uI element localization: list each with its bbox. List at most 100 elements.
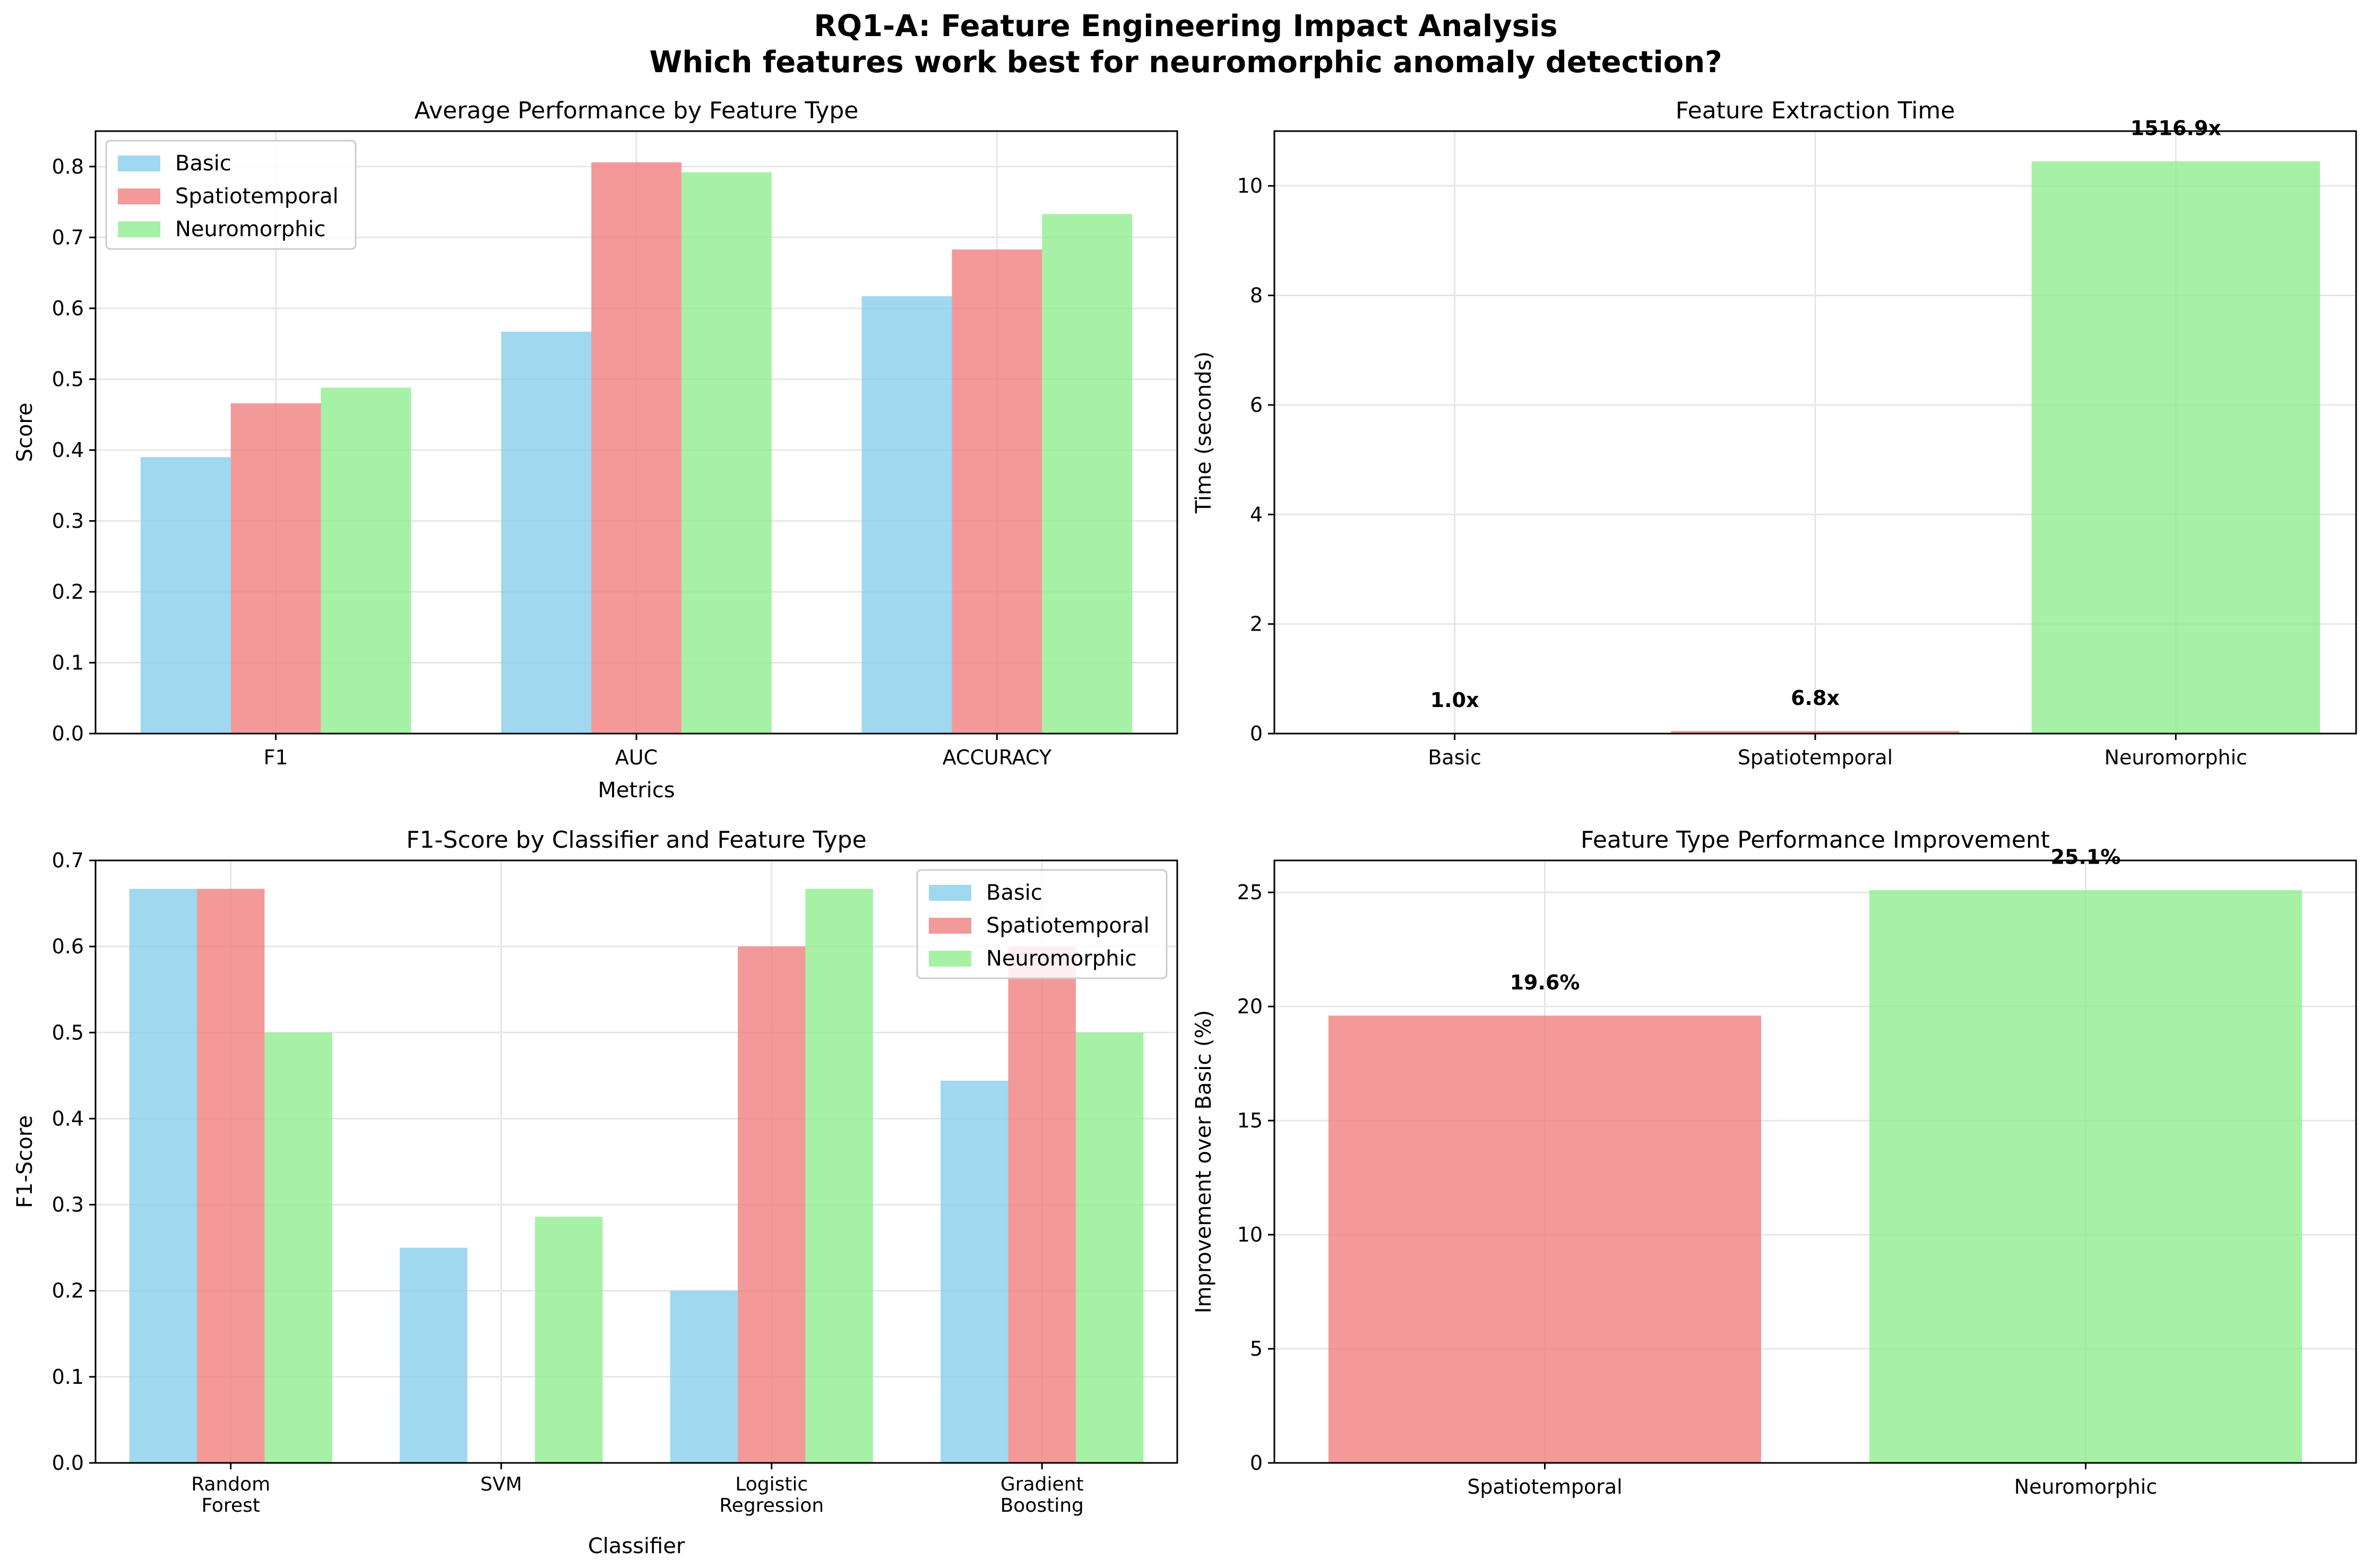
y-tick-label: 0.4 [52, 1107, 84, 1130]
legend-swatch [929, 885, 971, 901]
y-axis-label: Time (seconds) [1192, 351, 1216, 514]
y-tick-label: 4 [1250, 503, 1263, 526]
y-tick-label: 0.0 [52, 1451, 84, 1475]
x-tick-label: Basic [1428, 746, 1481, 769]
y-tick-label: 0.7 [52, 226, 84, 249]
bar [400, 1247, 468, 1463]
panel-title: Average Performance by Feature Type [415, 97, 859, 124]
y-axis-label: Improvement over Basic (%) [1192, 1010, 1216, 1314]
figure-title-line1: RQ1-A: Feature Engineering Impact Analys… [814, 9, 1557, 44]
legend-box [105, 140, 357, 250]
bar [670, 1290, 738, 1463]
panel-improvement: Feature Type Performance Improvement 19.6… [1192, 826, 2357, 1498]
y-tick-label: 0.3 [52, 509, 84, 532]
y-axis-label: F1-Score [13, 1115, 37, 1208]
bar [1328, 1015, 1762, 1463]
bar [681, 172, 772, 734]
figure-title-line2: Which features work best for neuromorphi… [649, 45, 1722, 80]
legend-label: Spatiotemporal [175, 184, 339, 209]
x-tick-label: ACCURACY [943, 746, 1052, 769]
panel-title: Feature Extraction Time [1676, 97, 1955, 124]
bar [230, 403, 321, 734]
y-tick-label: 10 [1237, 174, 1263, 197]
legend-swatch [929, 918, 971, 934]
x-axis-label: Classifier [588, 1534, 685, 1558]
bar [197, 889, 265, 1463]
y-tick-label: 0.1 [52, 1365, 84, 1389]
bar [738, 946, 806, 1463]
y-tick-label: 0.6 [52, 297, 84, 320]
legend: Basic Spatiotemporal Neuromorphic [105, 140, 357, 250]
x-tick-label: Random [191, 1474, 270, 1495]
y-tick-label: 8 [1250, 284, 1263, 307]
legend: Basic Spatiotemporal Neuromorphic [916, 869, 1168, 979]
panel-avg-performance: Average Performance by Feature Type 0.0 0.… [13, 97, 1178, 803]
bar [501, 331, 592, 734]
axes-frame [94, 859, 1178, 1464]
y-tick-label: 2 [1250, 613, 1263, 636]
panel-title: F1-Score by Classifier and Feature Type [406, 826, 866, 854]
y-tick-label: 25 [1237, 881, 1263, 904]
bar [805, 889, 873, 1463]
y-tick-label: 15 [1237, 1109, 1263, 1132]
legend-label: Basic [175, 151, 231, 176]
panel-extraction-time: Feature Extraction Time 1.0x 6.8x 1516.9x 0 2… [1192, 97, 2357, 769]
legend-label: Basic [986, 881, 1042, 905]
x-tick-label: Boosting [1000, 1495, 1084, 1517]
x-tick-label: Logistic [735, 1474, 808, 1495]
x-tick-label: SVM [480, 1474, 522, 1495]
bar [129, 889, 197, 1463]
axes-frame [1273, 859, 2357, 1464]
bar [1042, 214, 1133, 734]
legend-label: Spatiotemporal [986, 914, 1150, 938]
x-tick-label: Neuromorphic [2014, 1475, 2157, 1498]
bar-value-label: 6.8x [1791, 686, 1840, 710]
y-tick-label: 0.7 [52, 849, 84, 872]
bar [1075, 1032, 1144, 1463]
legend-swatch [929, 951, 971, 967]
bar-value-label: 1516.9x [2131, 116, 2221, 140]
legend-box [916, 869, 1168, 979]
y-tick-label: 0.8 [52, 155, 84, 178]
y-tick-label: 10 [1237, 1223, 1263, 1246]
y-tick-label: 0 [1250, 722, 1263, 745]
x-tick-label: Regression [719, 1495, 824, 1517]
x-tick-label: Gradient [1000, 1474, 1084, 1495]
legend-label: Neuromorphic [175, 217, 326, 242]
bar [140, 457, 231, 734]
panel-title: Feature Type Performance Improvement [1581, 826, 2050, 854]
bar [952, 249, 1042, 734]
y-tick-label: 0.2 [52, 1279, 84, 1303]
x-tick-label: Spatiotemporal [1467, 1475, 1622, 1498]
y-tick-label: 5 [1250, 1337, 1263, 1360]
x-tick-label: F1 [264, 746, 288, 769]
y-tick-label: 0.3 [52, 1193, 84, 1217]
legend-swatch [118, 221, 160, 237]
bar [264, 1032, 332, 1463]
y-tick-label: 0.0 [52, 722, 84, 745]
y-tick-label: 0 [1250, 1451, 1263, 1475]
y-axis-label: Score [13, 402, 37, 462]
bar [1671, 731, 1960, 734]
x-tick-label: Spatiotemporal [1738, 746, 1893, 769]
bar [591, 162, 682, 734]
x-tick-label: Neuromorphic [2104, 746, 2247, 769]
legend-swatch [118, 156, 160, 171]
y-tick-label: 0.6 [52, 935, 84, 958]
panel-f1-by-classifier: F1-Score by Classifier and Feature Type 0… [13, 826, 1178, 1558]
x-axis-label: Metrics [598, 778, 675, 803]
bar-value-label: 25.1% [2051, 845, 2121, 868]
legend-swatch [118, 188, 160, 204]
y-tick-label: 6 [1250, 393, 1263, 417]
bar [534, 1217, 603, 1463]
bar [1008, 946, 1076, 1463]
bar [941, 1081, 1008, 1463]
bar-value-label: 19.6% [1510, 971, 1580, 994]
x-tick-label: AUC [615, 746, 658, 769]
y-tick-label: 20 [1237, 995, 1263, 1018]
legend-label: Neuromorphic [986, 946, 1137, 971]
y-tick-label: 0.5 [52, 1021, 84, 1044]
bar [2031, 161, 2321, 734]
y-tick-label: 0.2 [52, 580, 84, 604]
